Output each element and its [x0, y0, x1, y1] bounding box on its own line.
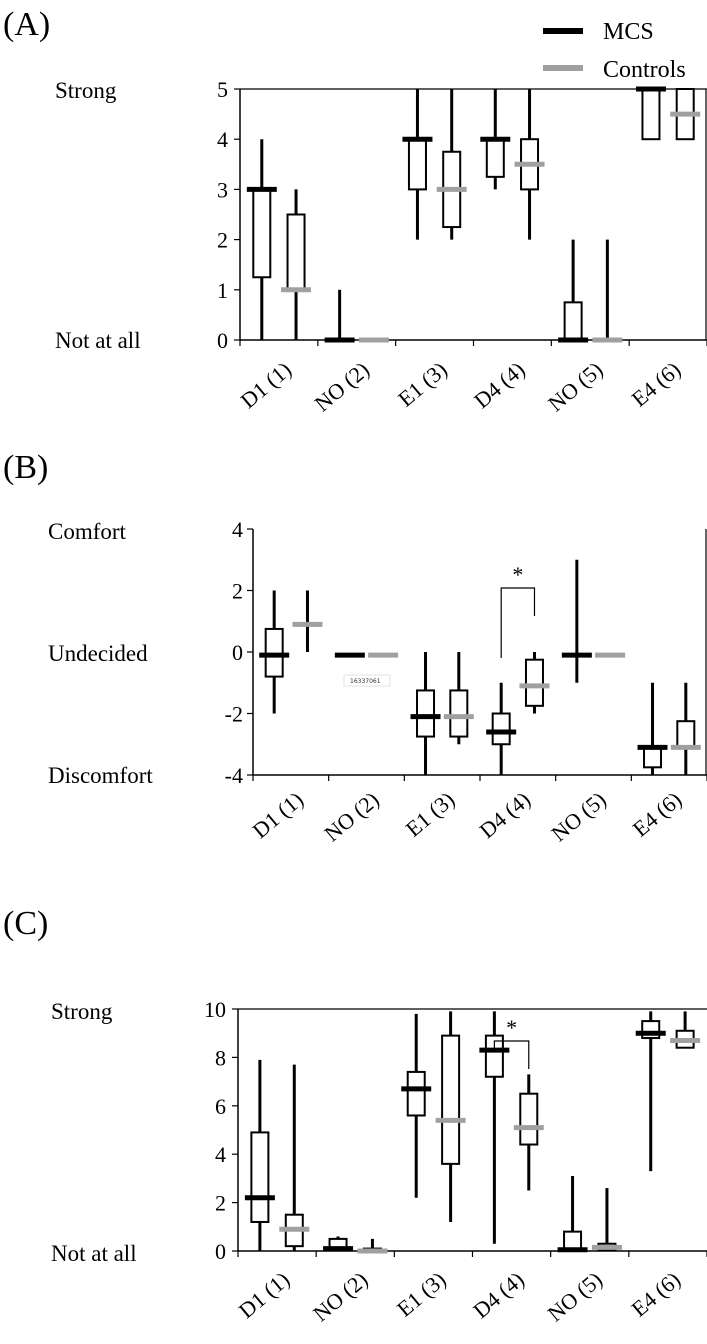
panel-a-box: [485, 138, 505, 178]
panel-c-category-label: E1 (3): [392, 1267, 451, 1322]
panel-b-y-tick-label: -2: [225, 702, 243, 727]
panel-b-chart: 4 2 0 -2 -4D1 (1) NO (2) E1 (3) D4 (4) NO (5) E4 …: [225, 517, 707, 846]
panel-c-y-tick-label: 6: [215, 1094, 226, 1119]
panel-a-box: [407, 138, 427, 191]
panel-b-category-label: E1 (3): [401, 787, 460, 842]
panel-a-chart: 0 1 2 3 4 5 D1 (1) NO (2) E1 (3) D4 (4) NO (5) E4 (…: [217, 77, 707, 416]
panel-b-significance-star: *: [512, 562, 523, 587]
panel-c-y-tick-label: 0: [215, 1239, 226, 1264]
panel-a-y-tick-label: 5: [217, 77, 228, 102]
panel-c-box: [406, 1070, 426, 1117]
panel-a-y-tick-label: 1: [217, 278, 228, 303]
panel-b-category-label: D1 (1): [248, 787, 309, 843]
panel-c-y-tick-label: 4: [215, 1142, 226, 1167]
panel-a-box: [286, 213, 306, 291]
panel-c-category-label: NO (5): [543, 1267, 607, 1327]
panel-a-box: [563, 301, 583, 342]
panel-b-box: [416, 689, 436, 738]
panel-a-category-label: D1 (1): [236, 357, 297, 413]
panel-c-y-tick-label: 10: [204, 997, 226, 1022]
legend: MCS Controls: [543, 19, 686, 83]
panel-a-category-label: NO (5): [543, 357, 607, 417]
panel-c-chart: 0 2 4 6 8 10 D1 (1) NO (2) E1 (3) D4 (4) NO (5) E4 …: [204, 997, 707, 1326]
panel-c-box: [519, 1092, 539, 1146]
panel-b-y-tick-label: -4: [225, 763, 243, 788]
panel-a-y-tick-label: 2: [217, 228, 228, 253]
panel-c-significance-bracket: [493, 1040, 530, 1069]
panel-c-category-label: NO (2): [308, 1267, 372, 1327]
panel-b-significance-bracket: [500, 587, 536, 658]
panel-letter-b: (B): [3, 449, 48, 486]
panel-c-label-top: Strong: [51, 999, 113, 1024]
panel-b-box: [643, 746, 663, 769]
panel-a-label-bottom: Not at all: [55, 328, 141, 353]
panel-c-box: [563, 1230, 583, 1251]
panel-a-box: [641, 88, 661, 141]
panel-b-category-label: E4 (6): [628, 787, 687, 842]
panel-a-category-label: D4 (4): [469, 357, 530, 413]
panel-b-box: [676, 720, 696, 749]
panel-c-box: [250, 1131, 270, 1223]
panel-a-category-label: NO (2): [310, 357, 374, 417]
panel-b-label-top: Comfort: [48, 519, 127, 544]
legend-controls-label: Controls: [603, 57, 686, 83]
panel-b-y-tick-label: 4: [232, 517, 243, 542]
panel-c-box: [441, 1034, 461, 1165]
panel-b-category-label: D4 (4): [475, 787, 536, 843]
panel-a-y-tick-label: 4: [217, 127, 228, 152]
panel-a-label-top: Strong: [55, 78, 117, 103]
panel-c-label-bottom: Not at all: [51, 1241, 137, 1266]
panel-letter-a: (A): [3, 6, 50, 43]
panel-c-category-label: D1 (1): [234, 1267, 295, 1323]
panel-a-y-tick-label: 3: [217, 177, 228, 202]
panel-c-category-label: D4 (4): [468, 1267, 529, 1323]
panel-b-category-label: NO (5): [546, 787, 610, 847]
panel-a-box: [252, 188, 272, 279]
panel-b-label-middle: Undecided: [48, 641, 148, 666]
panel-b-box: [524, 658, 544, 707]
panel-a-category-label: E1 (3): [393, 357, 452, 412]
panel-b-y-tick-label: 2: [232, 579, 243, 604]
panel-b-box: [491, 712, 511, 746]
panel-a-y-tick-label: 0: [217, 328, 228, 353]
watermark-box: [343, 674, 391, 687]
panel-c-y-tick-label: 2: [215, 1191, 226, 1216]
watermark-text: 16337061: [350, 678, 381, 685]
legend-mcs-label: MCS: [603, 19, 654, 45]
panel-b-category-label: NO (2): [319, 787, 383, 847]
panel-a-category-label: E4 (6): [627, 357, 686, 412]
panel-c-y-tick-label: 8: [215, 1045, 226, 1070]
panel-letter-c: (C): [3, 905, 48, 942]
panel-c-category-label: E4 (6): [626, 1267, 685, 1322]
panel-b-box: [449, 689, 469, 738]
panel-b-label-bottom: Discomfort: [48, 763, 153, 788]
panel-b-y-tick-label: 0: [232, 640, 243, 665]
panel-c-box: [484, 1034, 504, 1078]
panel-c-significance-star: *: [506, 1015, 517, 1040]
